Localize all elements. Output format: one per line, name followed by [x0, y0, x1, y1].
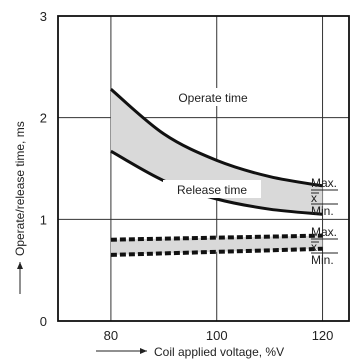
plot-frame: [57, 15, 350, 322]
release-min-line: [110, 246, 323, 257]
release-min-label: Min.: [311, 253, 334, 267]
tick-labels: 0 1 2 3 80 100 120: [40, 9, 334, 343]
operate-min-label: Min.: [311, 204, 334, 218]
release-mean-label: x: [311, 240, 317, 254]
series-lines: [109, 88, 323, 257]
y-axis-label: Operate/release time, ms: [13, 121, 27, 256]
release-max-label: Max.: [311, 225, 337, 239]
operate-max-label: Max.: [311, 176, 337, 190]
x-tick-label: 120: [312, 328, 334, 343]
y-tick-label: 2: [40, 111, 47, 126]
release-label-bg: [163, 180, 261, 198]
y-tick-label: 0: [40, 314, 47, 329]
release-label: Release time: [177, 183, 247, 197]
y-axis-title: Operate/release time, ms: [13, 121, 27, 294]
y-tick-label: 1: [40, 212, 47, 227]
x-tick-label: 100: [206, 328, 228, 343]
operate-label: Operate time: [178, 91, 248, 105]
operate-min-line: [110, 149, 323, 216]
release-max-line: [110, 233, 323, 242]
operate-max-line: [109, 88, 323, 188]
operate-band: [110, 89, 323, 215]
operate-label-bg: [163, 88, 263, 106]
operate-mean-label: x: [311, 191, 317, 205]
x-axis-label: Coil applied voltage, %V: [154, 345, 284, 359]
x-tick-label: 80: [104, 328, 118, 343]
y-tick-label: 3: [40, 9, 47, 24]
grid: [58, 16, 349, 321]
